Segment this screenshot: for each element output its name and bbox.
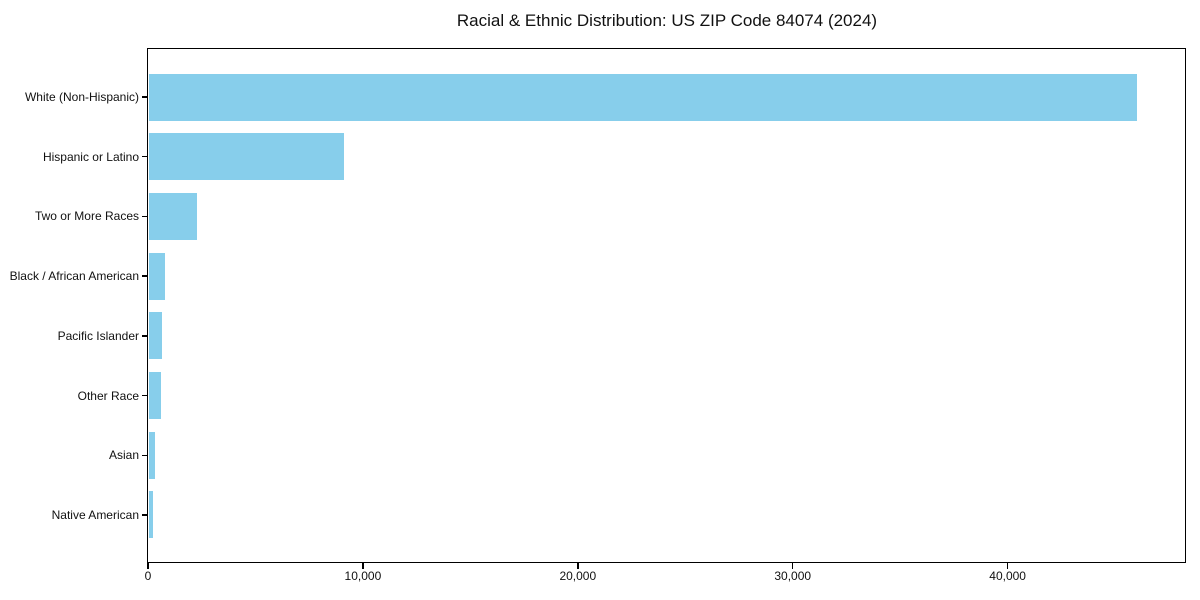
x-tick-40000 — [1006, 562, 1009, 569]
y-tick-label-asian: Asian — [108, 448, 139, 463]
bar-native-american — [148, 491, 154, 539]
x-tick-0 — [147, 562, 149, 569]
x-tick-10000 — [362, 562, 364, 569]
bar-other-race — [148, 372, 162, 420]
bar-white-non-hispanic — [148, 73, 1138, 121]
bar-hispanic-or-latino — [148, 133, 345, 181]
y-tick-two-or-more-races — [141, 215, 148, 218]
y-tick-asian — [141, 454, 148, 456]
y-tick-native-american — [141, 514, 148, 516]
x-tick-label-0: 0 — [144, 569, 152, 583]
y-tick-label-pacific-islander: Pacific Islander — [57, 328, 139, 343]
plot-area-border — [147, 48, 1186, 563]
bar-asian — [148, 431, 155, 479]
y-tick-label-two-or-more-races: Two or More Races — [34, 209, 139, 224]
y-tick-label-white-non-hispanic: White (Non-Hispanic) — [24, 90, 139, 104]
bar-black-african-american — [148, 252, 166, 300]
y-tick-pacific-islander — [141, 335, 148, 337]
bar-two-or-more-races — [148, 192, 198, 240]
y-tick-label-other-race: Other Race — [77, 388, 139, 403]
y-tick-black-african-american — [141, 275, 148, 277]
x-tick-label-10000: 10,000 — [344, 569, 382, 583]
y-tick-white-non-hispanic — [141, 96, 148, 98]
x-tick-label-30000: 30,000 — [774, 569, 812, 583]
x-tick-30000 — [791, 562, 794, 569]
y-tick-label-black-african-american: Black / African American — [9, 269, 139, 284]
chart-title: Racial & Ethnic Distribution: US ZIP Cod… — [456, 11, 878, 30]
x-tick-20000 — [577, 562, 579, 569]
y-tick-label-hispanic-or-latino: Hispanic or Latino — [42, 149, 139, 164]
bar-pacific-islander — [148, 312, 163, 360]
x-tick-label-40000: 40,000 — [989, 569, 1026, 583]
y-tick-label-native-american: Native American — [51, 507, 139, 522]
y-tick-hispanic-or-latino — [141, 155, 148, 158]
x-tick-label-20000: 20,000 — [559, 569, 597, 583]
y-tick-other-race — [141, 394, 148, 397]
